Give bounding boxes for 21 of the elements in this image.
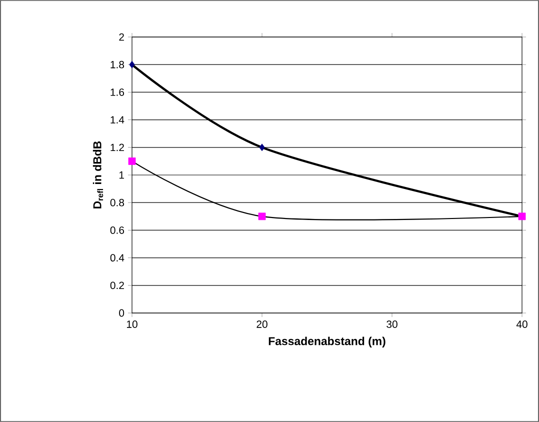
y-axis-title: D$_{refl}$ in dBdB [92, 141, 104, 208]
x-axis-title: Fassadenabstand (m) [268, 336, 386, 348]
y-tick-label: 1.8 [110, 60, 124, 68]
point [259, 144, 265, 152]
y-tick-label: 0.8 [110, 198, 124, 206]
x-tick-label: 40 [516, 320, 528, 328]
x-tick-label: 10 [126, 320, 138, 328]
y-tick-label: 2 [119, 33, 124, 41]
y-tick-label: 1.2 [110, 144, 124, 152]
y-tick-label: 0.2 [110, 282, 124, 290]
y-tick-label: 0.6 [110, 226, 124, 234]
x-tick-label: 20 [256, 320, 268, 328]
y-tick-label: 0.4 [110, 254, 124, 262]
y-tick-label: 1 [119, 171, 124, 179]
point [258, 212, 266, 220]
y-tick-label: 0 [119, 309, 124, 317]
y-tick-label: 1.6 [110, 88, 124, 96]
x-tick-label: 30 [386, 320, 398, 328]
point [128, 158, 136, 165]
y-tick-label: 1.4 [110, 116, 124, 124]
point [129, 60, 135, 68]
